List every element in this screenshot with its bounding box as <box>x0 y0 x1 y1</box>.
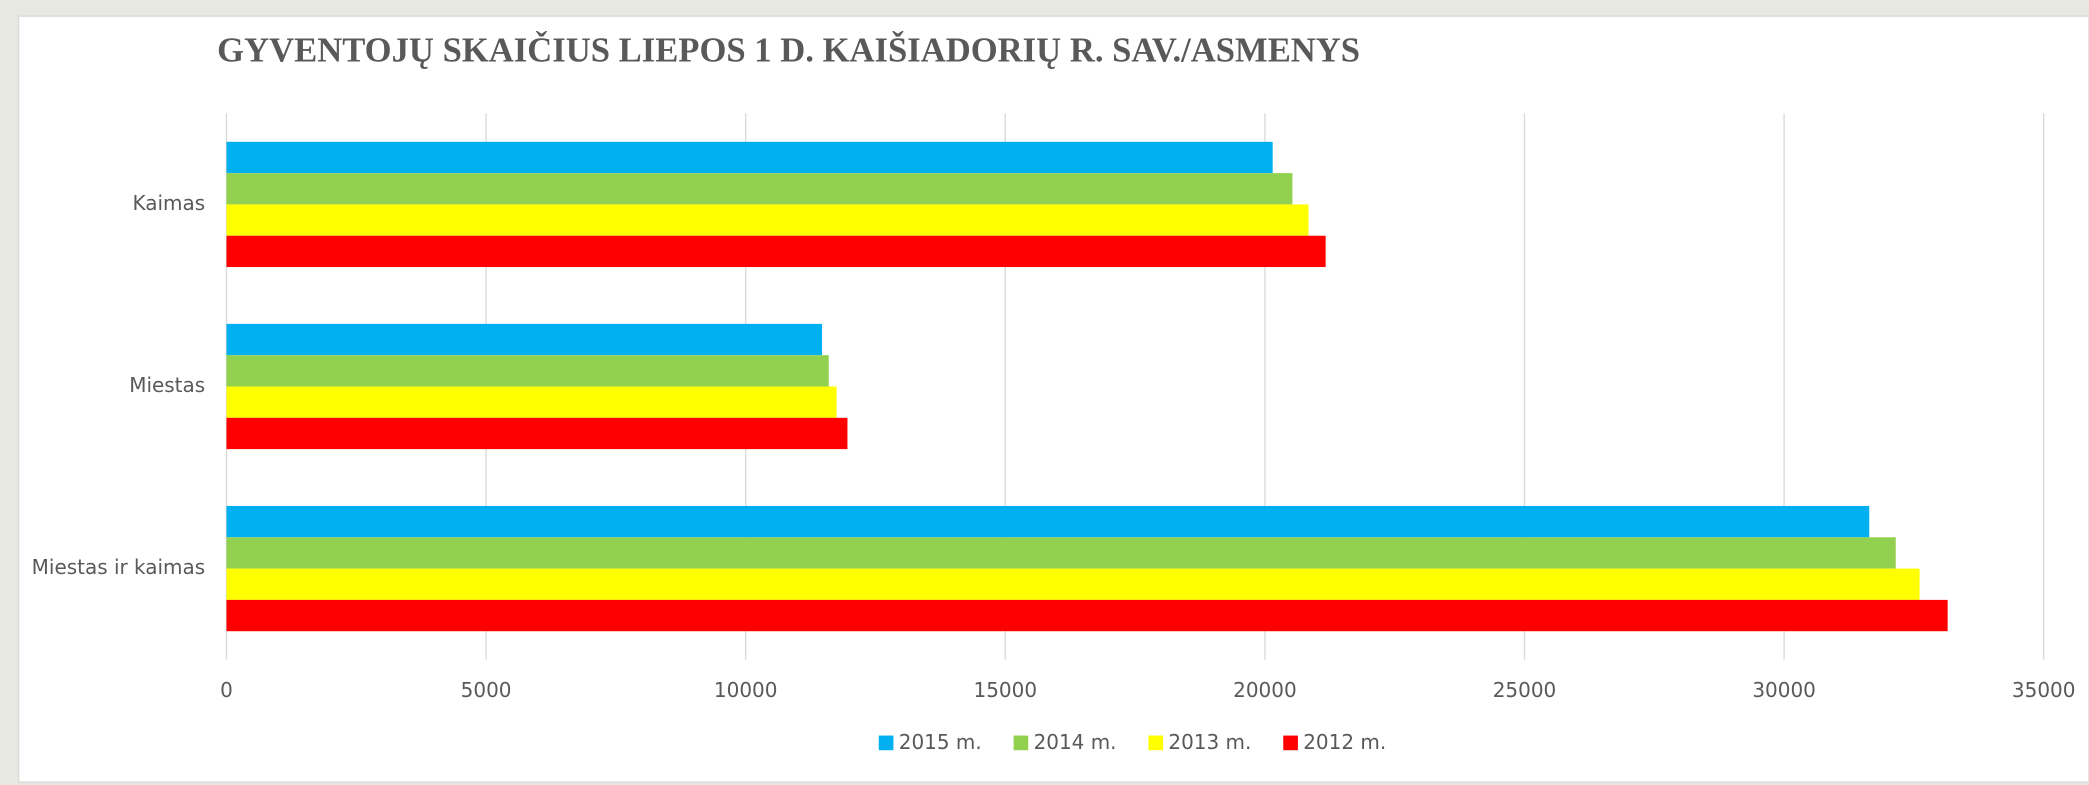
x-tick-label: 0 <box>220 678 233 702</box>
x-tick-label: 25000 <box>1493 678 1557 702</box>
bar <box>226 505 1870 538</box>
bar <box>226 323 823 356</box>
x-tick-label: 5000 <box>461 678 512 702</box>
legend-swatch <box>1283 735 1298 751</box>
bar <box>226 355 829 387</box>
bar <box>226 386 837 418</box>
bar <box>226 417 848 450</box>
bar <box>226 204 1309 236</box>
bar <box>226 599 1948 632</box>
bar <box>226 537 1896 569</box>
x-tick-label: 20000 <box>1233 678 1297 702</box>
y-tick-label: Miestas ir kaimas <box>32 555 205 579</box>
legend-swatch <box>1148 735 1164 751</box>
bar <box>226 141 1273 174</box>
bar <box>226 173 1293 205</box>
bar <box>226 235 1326 268</box>
x-tick-label: 10000 <box>714 678 778 702</box>
chart-title: GYVENTOJŲ SKAIČIUS LIEPOS 1 D. KAIŠIADOR… <box>217 31 1360 69</box>
x-tick-label: 35000 <box>2012 678 2076 702</box>
legend-label: 2015 m. <box>899 730 982 754</box>
y-tick-label: Miestas <box>129 373 205 397</box>
y-tick-label: Kaimas <box>133 191 206 215</box>
x-tick-label: 15000 <box>974 678 1038 702</box>
bar <box>226 568 1920 600</box>
legend-label: 2012 m. <box>1303 730 1386 754</box>
legend-swatch <box>1013 735 1029 751</box>
legend-label: 2014 m. <box>1034 730 1117 754</box>
legend-label: 2013 m. <box>1168 730 1251 754</box>
x-tick-label: 30000 <box>1752 678 1816 702</box>
legend-swatch <box>878 735 894 751</box>
